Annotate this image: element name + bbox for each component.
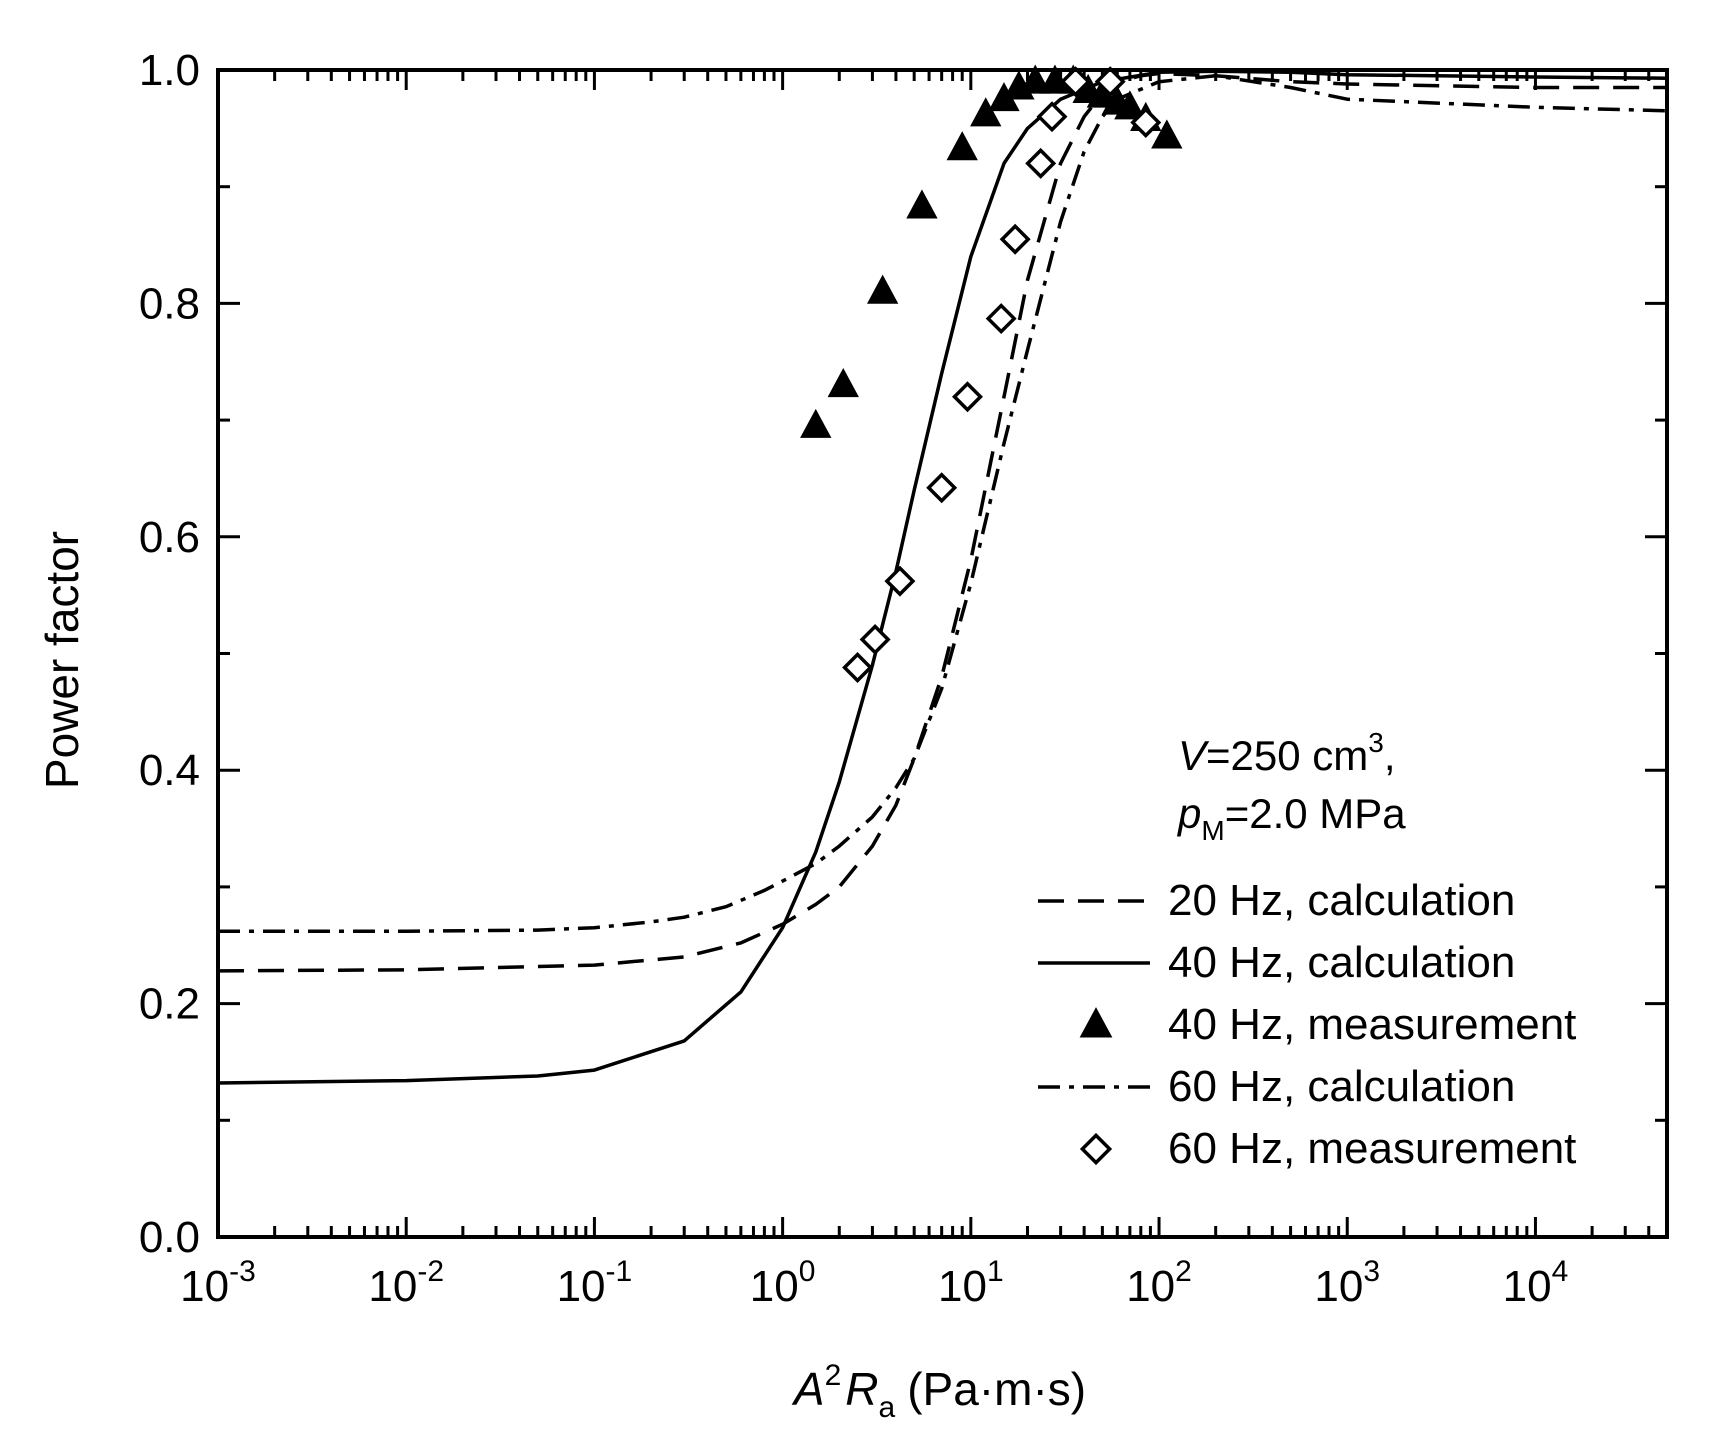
data-point xyxy=(842,652,873,683)
data-point xyxy=(884,565,916,597)
x-tick-label: 100 xyxy=(750,1255,816,1311)
x-axis-title: A2Ra (Pa·m·s) xyxy=(791,1359,1086,1424)
series-line xyxy=(217,71,1667,973)
data-point xyxy=(926,472,958,504)
annotation-volume-var: V xyxy=(1178,732,1210,779)
data-point xyxy=(866,274,899,304)
y-tick-label: 0.0 xyxy=(139,1213,200,1262)
legend: 20 Hz, calculation 40 Hz, calculation 40 H… xyxy=(1038,876,1576,1173)
data-point xyxy=(1094,66,1126,98)
legend-item-3: 40 Hz, measurement xyxy=(1079,1000,1576,1049)
x-title-exp: 2 xyxy=(825,1359,842,1392)
legend-item-4: 60 Hz, calculation xyxy=(1038,1062,1515,1111)
x-tick-label: 10-3 xyxy=(180,1255,256,1311)
legend-label: 20 Hz, calculation xyxy=(1168,876,1515,925)
series-layer xyxy=(217,64,1668,1085)
x-title-base: A xyxy=(791,1363,825,1415)
data-point xyxy=(985,303,1017,335)
legend-marker xyxy=(1079,1007,1113,1038)
data-point xyxy=(1060,66,1092,98)
legend-item-5: 60 Hz, measurement xyxy=(1079,1124,1576,1173)
x-tick-label: 10-1 xyxy=(557,1255,633,1311)
x-tick-label: 104 xyxy=(1503,1255,1569,1311)
annotation-volume-tail: , xyxy=(1384,732,1396,779)
legend-item-2: 40 Hz, calculation xyxy=(1038,938,1515,987)
x-title-unit: (Pa·m·s) xyxy=(907,1363,1086,1415)
data-point xyxy=(952,381,983,413)
data-point xyxy=(827,367,859,398)
annotation-volume-text: =250 cm xyxy=(1206,732,1368,779)
series-1 xyxy=(217,71,1667,973)
data-point xyxy=(1036,101,1068,133)
data-point xyxy=(859,624,891,655)
y-tick-label: 0.4 xyxy=(139,746,200,795)
data-point xyxy=(970,97,1002,127)
y-tick-label: 0.8 xyxy=(139,279,200,328)
series-4 xyxy=(218,74,1668,933)
series-line xyxy=(218,74,1668,933)
legend-label: 40 Hz, measurement xyxy=(1168,1000,1576,1049)
data-point xyxy=(1130,107,1162,138)
y-tick-label: 0.2 xyxy=(139,980,200,1029)
legend-marker xyxy=(1079,1132,1113,1166)
x-title-main: R xyxy=(845,1363,878,1415)
data-point xyxy=(946,131,978,161)
plot-frame xyxy=(216,68,1669,1239)
data-point xyxy=(1151,119,1183,149)
annotation-pressure: pM=2.0 MPa xyxy=(1176,790,1406,846)
annotation-volume-sup: 3 xyxy=(1368,727,1384,758)
series-2 xyxy=(217,69,1668,1085)
annotation-pressure-var: p xyxy=(1176,790,1201,837)
data-point xyxy=(1025,147,1057,179)
legend-label: 60 Hz, calculation xyxy=(1168,1062,1515,1111)
x-tick-label: 102 xyxy=(1126,1255,1192,1311)
x-tick-label: 101 xyxy=(938,1255,1004,1311)
x-tick-label: 10-2 xyxy=(368,1255,444,1311)
y-tick-label: 0.6 xyxy=(139,513,200,562)
annotation-pressure-sub: M xyxy=(1201,815,1224,846)
legend-label: 40 Hz, calculation xyxy=(1168,938,1515,987)
legend-label: 60 Hz, measurement xyxy=(1168,1124,1576,1173)
series-5 xyxy=(842,66,1162,683)
data-point xyxy=(800,408,832,438)
annotation-volume: V=250 cm3, xyxy=(1178,727,1396,779)
x-title-sub: a xyxy=(879,1391,896,1424)
y-axis-title: Power factor xyxy=(36,531,88,789)
data-point xyxy=(1019,64,1051,94)
annotation-pressure-text: =2.0 MPa xyxy=(1225,790,1407,837)
series-line xyxy=(217,69,1668,1085)
data-point xyxy=(906,189,938,219)
data-point xyxy=(1114,90,1146,120)
data-point xyxy=(999,223,1031,255)
x-tick-label: 103 xyxy=(1314,1255,1380,1311)
legend-item-1: 20 Hz, calculation xyxy=(1038,876,1515,925)
tick-labels: 0.0 0.2 0.4 0.6 0.8 1.0 10-3 10-2 10-1 100 101 102 1… xyxy=(139,46,1568,1311)
y-tick-label: 1.0 xyxy=(139,46,200,95)
series-3 xyxy=(800,64,1183,438)
